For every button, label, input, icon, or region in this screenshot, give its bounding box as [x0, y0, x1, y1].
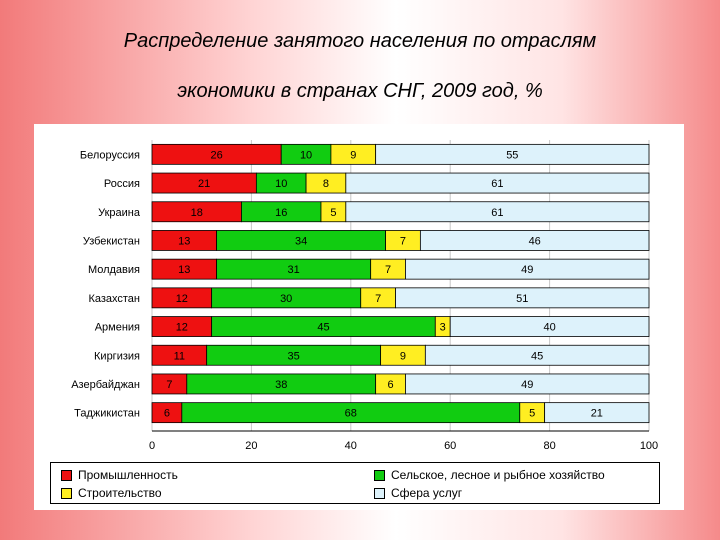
data-label: 18	[191, 207, 203, 219]
x-tick-label: 80	[543, 440, 555, 452]
data-label: 7	[385, 264, 391, 276]
legend-item-services: Сфера услуг	[374, 486, 462, 500]
data-label: 6	[164, 408, 170, 420]
data-label: 5	[529, 408, 535, 420]
category-label: Украина	[98, 207, 141, 219]
x-tick-label: 0	[149, 440, 155, 452]
category-label: Киргизия	[94, 350, 140, 362]
legend-label-industry: Промышленность	[78, 468, 178, 482]
chart-panel: Белоруссия 26 10 9 55 Россия 21 10 8 61 Украина 18 1…	[34, 124, 684, 510]
bar-segment-services	[449, 316, 650, 337]
bar-segment-services	[405, 258, 650, 280]
category-label: Белоруссия	[80, 149, 140, 161]
data-label: 49	[521, 379, 533, 391]
legend-item-agriculture: Сельское, лесное и рыбное хозяйство	[374, 468, 605, 482]
legend-label-agriculture: Сельское, лесное и рыбное хозяйство	[391, 468, 605, 482]
data-label: 10	[300, 149, 312, 161]
data-label: 7	[375, 293, 381, 305]
bar-segment-services	[419, 230, 650, 251]
category-label: Казахстан	[88, 293, 140, 305]
bar-segment-services	[544, 402, 650, 424]
data-label: 31	[288, 264, 300, 276]
category-label: Армения	[95, 322, 140, 334]
data-label: 21	[198, 178, 210, 190]
bar-segment-services	[345, 172, 650, 194]
data-label: 12	[176, 293, 188, 305]
legend: Промышленность Сельское, лесное и рыбное…	[50, 462, 660, 504]
x-tick-label: 20	[245, 440, 257, 452]
legend-label-services: Сфера услуг	[391, 486, 463, 500]
data-label: 10	[275, 178, 287, 190]
chart-title-line-2: экономики в странах СНГ, 2009 год, %	[177, 80, 543, 102]
bar-segment-services	[405, 373, 650, 395]
data-label: 6	[387, 379, 393, 391]
data-label: 55	[506, 149, 518, 161]
data-label: 9	[350, 149, 356, 161]
category-label: Азербайджан	[71, 379, 140, 391]
legend-label-construction: Строительство	[78, 486, 162, 500]
data-label: 46	[529, 235, 541, 247]
data-label: 8	[323, 178, 329, 190]
data-label: 51	[516, 293, 528, 305]
data-label: 30	[280, 293, 292, 305]
bar-segment-services	[395, 287, 650, 309]
data-label: 35	[288, 350, 300, 362]
data-label: 13	[178, 235, 190, 247]
legend-item-industry: Промышленность	[61, 468, 178, 482]
legend-item-construction: Строительство	[61, 486, 162, 500]
chart-title-line-1: Распределение занятого населения по отра…	[123, 30, 597, 52]
x-tick-label: 40	[345, 440, 357, 452]
bar-segment-services	[424, 344, 650, 366]
legend-swatch-agriculture	[374, 469, 385, 481]
data-label: 5	[330, 207, 336, 219]
category-label: Таджикистан	[74, 408, 140, 420]
data-label: 68	[345, 408, 357, 420]
data-label: 45	[317, 322, 329, 334]
data-label: 49	[521, 264, 533, 276]
legend-swatch-industry	[61, 469, 72, 481]
data-label: 21	[591, 408, 603, 420]
legend-swatch-services	[374, 487, 385, 499]
data-label: 61	[491, 207, 503, 219]
data-label: 13	[178, 264, 190, 276]
x-tick-label: 60	[444, 440, 456, 452]
category-label: Узбекистан	[83, 235, 140, 247]
x-tick-label: 100	[640, 440, 658, 452]
bar-segment-services	[345, 201, 650, 223]
data-label: 34	[295, 235, 307, 247]
bar-segment-services	[375, 143, 650, 165]
category-label: Россия	[104, 178, 140, 190]
data-label: 3	[440, 322, 446, 334]
data-label: 9	[400, 350, 406, 362]
data-label: 26	[210, 149, 222, 161]
category-label: Молдавия	[88, 264, 140, 276]
data-label: 45	[531, 350, 543, 362]
legend-swatch-construction	[61, 487, 72, 499]
data-label: 12	[176, 322, 188, 334]
data-label: 7	[400, 235, 406, 247]
data-label: 61	[491, 178, 503, 190]
data-label: 16	[275, 207, 287, 219]
data-label: 38	[275, 379, 287, 391]
data-label: 11	[174, 350, 185, 362]
data-label: 7	[166, 379, 172, 391]
data-label: 40	[543, 322, 555, 334]
